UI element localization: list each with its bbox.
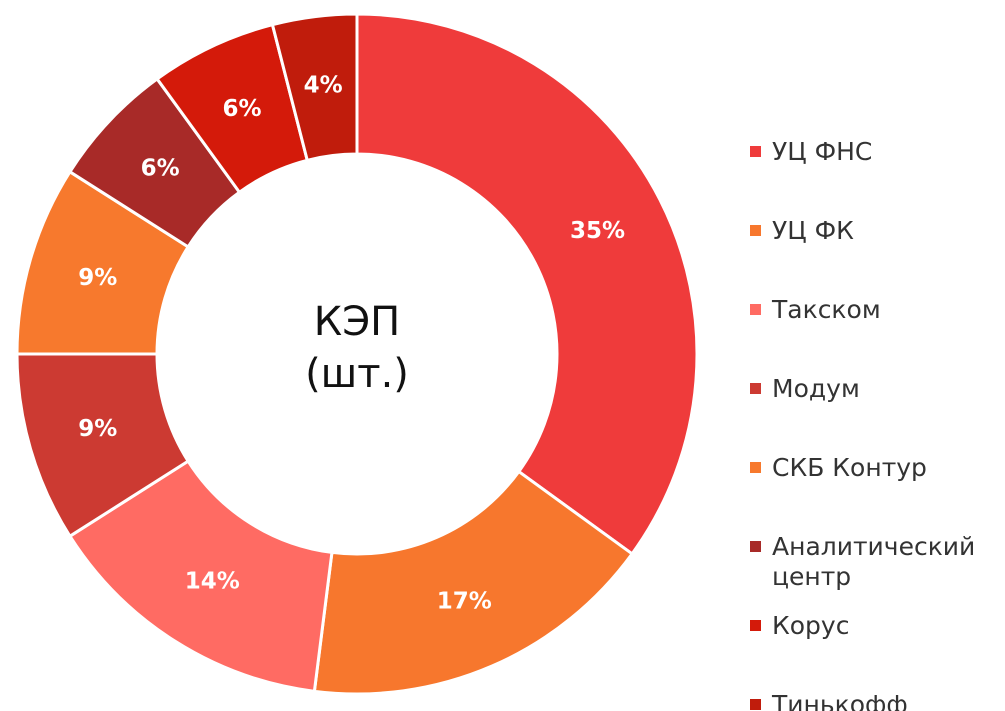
legend-item: Модум — [750, 374, 1000, 404]
slice-label: 6% — [223, 96, 262, 122]
center-label: (шт.) — [305, 351, 409, 397]
legend-label: УЦ ФК — [772, 216, 854, 245]
legend-swatch — [750, 383, 761, 394]
legend-swatch — [750, 304, 761, 315]
legend-item: Тинькофф — [750, 690, 1000, 711]
slice-label: 9% — [78, 265, 117, 291]
legend-item: УЦ ФК — [750, 216, 1000, 246]
slice — [312, 469, 635, 696]
donut-chart: 35% 17% 14% 9% 9% 6% 6% 4% КЭП (шт.) — [15, 12, 699, 696]
legend-item: Такском — [750, 295, 1000, 325]
legend-label: Аналитический центр — [772, 532, 976, 591]
legend-swatch — [750, 146, 761, 157]
legend-swatch — [750, 620, 761, 631]
legend-swatch — [750, 699, 761, 710]
legend-label: УЦ ФНС — [772, 137, 873, 166]
slice — [355, 12, 699, 556]
legend-label: СКБ Контур — [772, 453, 927, 482]
slice — [270, 12, 359, 163]
slice-label: 9% — [78, 416, 117, 442]
legend-swatch — [750, 462, 761, 473]
slice-label: 17% — [437, 588, 492, 614]
slice-label: 14% — [185, 568, 240, 594]
slice — [67, 459, 334, 693]
slice-label: 4% — [304, 73, 343, 99]
legend-item: СКБ Контур — [750, 453, 1000, 483]
legend-label: Такском — [772, 295, 881, 324]
legend-item: Корус — [750, 611, 1000, 641]
legend-item: УЦ ФНС — [750, 137, 1000, 167]
slice-label: 6% — [141, 156, 180, 182]
slice-label: 35% — [570, 218, 625, 244]
legend-item: Аналитический центр — [750, 532, 1000, 592]
legend-swatch — [750, 541, 761, 552]
legend-label: Тинькофф — [772, 690, 908, 711]
center-label: КЭП — [314, 299, 400, 345]
legend-label: Корус — [772, 611, 850, 640]
legend-swatch — [750, 225, 761, 236]
legend-label: Модум — [772, 374, 860, 403]
